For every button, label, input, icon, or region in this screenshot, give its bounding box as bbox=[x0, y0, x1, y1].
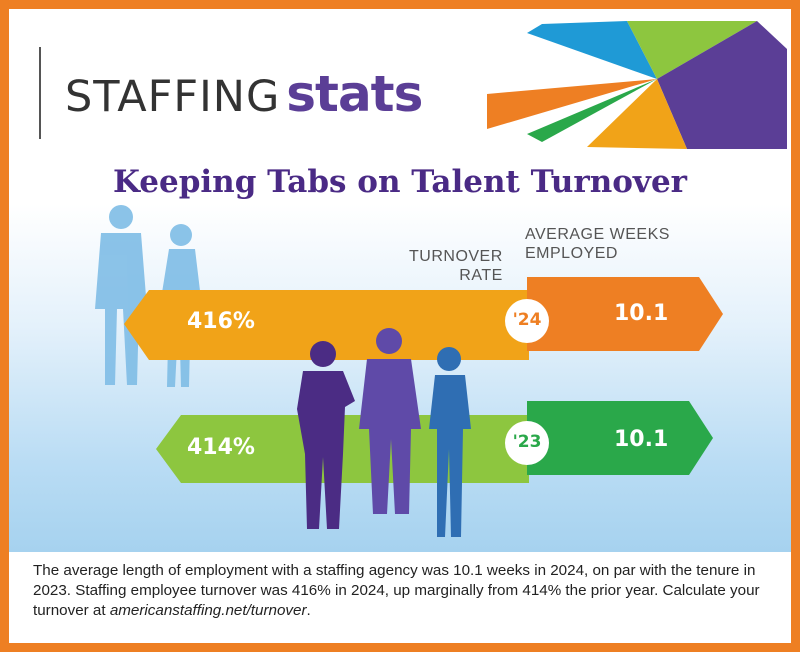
caption: The average length of employment with a … bbox=[33, 561, 783, 621]
header-weeks-line1: AVERAGE WEEKS bbox=[525, 226, 670, 243]
year-label-2024: '24 bbox=[512, 310, 542, 330]
brand-divider bbox=[39, 47, 41, 139]
pie-wedge-green-top bbox=[627, 21, 757, 79]
caption-link[interactable]: americanstaffing.net/turnover bbox=[109, 602, 307, 619]
pie-wedge-purple bbox=[657, 21, 787, 149]
pie-wedge-orange bbox=[487, 79, 657, 129]
data-label-2024-rate: 416% bbox=[187, 309, 255, 334]
data-label-2023-rate: 414% bbox=[187, 435, 255, 460]
chart-title: Keeping Tabs on Talent Turnover bbox=[113, 164, 687, 200]
silhouettes-front bbox=[297, 328, 471, 537]
silhouette-a-head bbox=[310, 341, 336, 367]
caption-text: The average length of employment with a … bbox=[33, 562, 760, 619]
silhouette-man-back bbox=[95, 233, 147, 385]
header-rate-line1: TURNOVER bbox=[409, 248, 503, 265]
silhouette-man-back-head bbox=[109, 205, 133, 229]
header-average-weeks: AVERAGE WEEKS EMPLOYED bbox=[525, 225, 670, 263]
data-label-2023-weeks: 10.1 bbox=[614, 427, 669, 452]
silhouette-c bbox=[429, 375, 471, 537]
bar-2024-weeks bbox=[527, 277, 723, 351]
brand-logo: STAFFING stats bbox=[65, 65, 423, 123]
silhouette-a bbox=[297, 371, 355, 529]
year-badge-2024-circle bbox=[505, 299, 549, 343]
pie-wedge-green-low bbox=[527, 79, 657, 142]
caption-end: . bbox=[306, 602, 311, 619]
pie-wedge-amber bbox=[587, 79, 687, 149]
chart-scene bbox=[95, 205, 723, 537]
data-label-2024-weeks: 10.1 bbox=[614, 301, 669, 326]
year-badge-2023-circle bbox=[505, 421, 549, 465]
bar-2023-weeks bbox=[527, 401, 713, 475]
brand-staffing: STAFFING bbox=[65, 72, 281, 122]
year-label-2023: '23 bbox=[512, 432, 542, 452]
pie-graphic bbox=[487, 21, 787, 149]
silhouette-c-head bbox=[437, 347, 461, 371]
header-rate-line2: RATE bbox=[459, 267, 503, 284]
header-turnover-rate: TURNOVER RATE bbox=[409, 247, 503, 285]
bar-2024-rate bbox=[124, 290, 529, 360]
silhouette-b-head bbox=[376, 328, 402, 354]
header-weeks-line2: EMPLOYED bbox=[525, 245, 618, 262]
silhouette-b bbox=[359, 359, 421, 514]
silhouette-woman-back-head bbox=[170, 224, 192, 246]
brand-stats: stats bbox=[286, 65, 423, 123]
pie-wedge-blue bbox=[527, 21, 657, 79]
